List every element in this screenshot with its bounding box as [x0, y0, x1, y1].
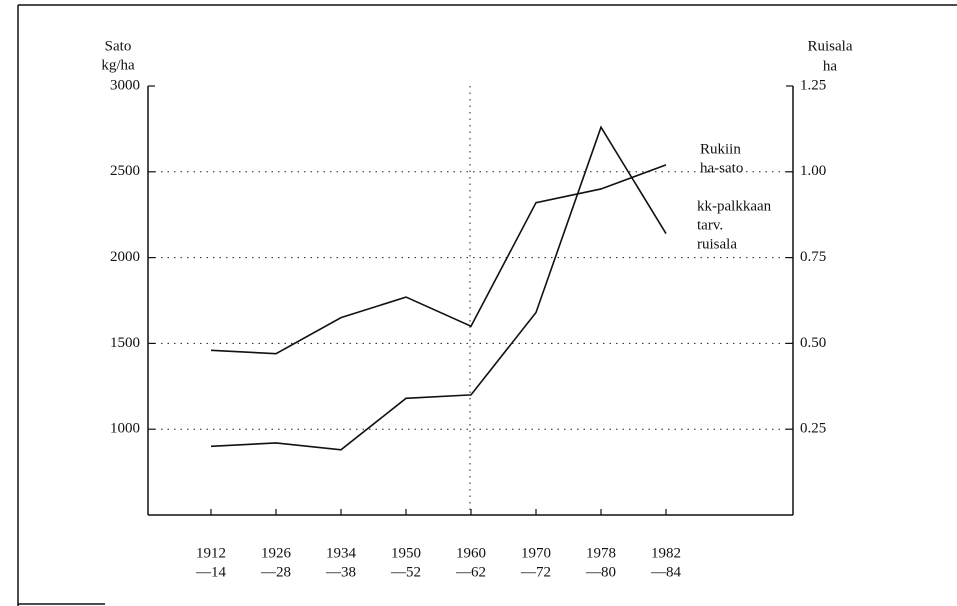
y2-tick-label: 0.50	[800, 335, 826, 351]
y2-axis-title: Ruisala	[808, 38, 853, 54]
series-label: tarv.	[697, 217, 723, 233]
x-tick-label: —28	[260, 564, 291, 580]
y-axis-title: kg/ha	[101, 57, 135, 73]
y-tick-label: 1000	[110, 421, 140, 437]
x-tick-label: 1982	[651, 545, 681, 561]
x-tick-label: 1950	[391, 545, 421, 561]
series-label: Rukiin	[700, 141, 741, 157]
x-tick-label: 1926	[261, 545, 292, 561]
y2-tick-label: 0.75	[800, 249, 826, 265]
series-line	[210, 164, 667, 355]
series-label: ha-sato	[700, 160, 743, 176]
series-line	[210, 125, 667, 451]
y-tick-label: 1500	[110, 335, 140, 351]
x-tick-label: —14	[195, 564, 227, 580]
y-tick-label: 2500	[110, 163, 140, 179]
series-label: kk-palkkaan	[697, 198, 772, 214]
x-tick-label: —84	[650, 564, 682, 580]
y2-tick-label: 1.00	[800, 163, 826, 179]
x-tick-label: —38	[325, 564, 356, 580]
y-tick-label: 2000	[110, 249, 140, 265]
x-tick-label: —72	[520, 564, 551, 580]
y2-tick-label: 1.25	[800, 77, 826, 93]
x-tick-label: —52	[390, 564, 421, 580]
y-axis-title: Sato	[105, 38, 132, 54]
x-tick-label: 1970	[521, 545, 551, 561]
series-label: ruisala	[697, 236, 737, 252]
x-tick-label: —80	[585, 564, 616, 580]
y-tick-label: 3000	[110, 77, 140, 93]
x-tick-label: 1960	[456, 545, 486, 561]
x-tick-label: 1934	[326, 545, 357, 561]
x-tick-label: 1978	[586, 545, 616, 561]
y2-tick-label: 0.25	[800, 421, 826, 437]
y2-axis-title: ha	[823, 58, 838, 74]
x-tick-label: —62	[455, 564, 486, 580]
x-tick-label: 1912	[196, 545, 226, 561]
